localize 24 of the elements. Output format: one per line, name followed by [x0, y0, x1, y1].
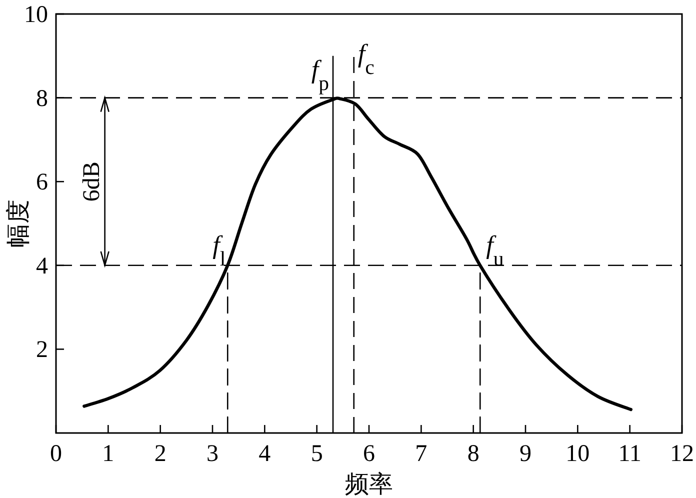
x-tick-label: 5 [310, 441, 323, 467]
x-axis-title: 频率 [345, 471, 393, 498]
y-tick-label: 10 [24, 2, 48, 28]
y-tick-label: 8 [36, 86, 48, 112]
x-tick-label: 8 [467, 441, 480, 467]
x-tick-label: 9 [520, 441, 532, 467]
y-tick-label: 2 [36, 337, 48, 364]
x-tick-label: 0 [50, 441, 62, 467]
x-tick-label: 3 [206, 441, 218, 467]
y-tick-label: 6 [36, 170, 48, 196]
x-tick-label: 10 [566, 441, 590, 467]
x-tick-label: 6 [363, 441, 375, 467]
x-tick-label: 12 [670, 441, 694, 467]
y-tick-label: 4 [36, 253, 48, 280]
x-tick-label: 4 [258, 441, 271, 467]
ref-line-label: f$_{c}$ [358, 38, 374, 78]
x-tick-label: 11 [618, 441, 642, 467]
x-tick-label: 7 [415, 441, 428, 467]
x-tick-label: 2 [154, 441, 166, 467]
x-tick-label: 1 [102, 441, 114, 467]
y-axis-title: 幅度 [5, 200, 32, 248]
annotation: f$_{l}$ [212, 230, 226, 270]
ref-line-label: f$_{p}$ [311, 54, 330, 94]
annotation: 6dB [78, 162, 105, 202]
